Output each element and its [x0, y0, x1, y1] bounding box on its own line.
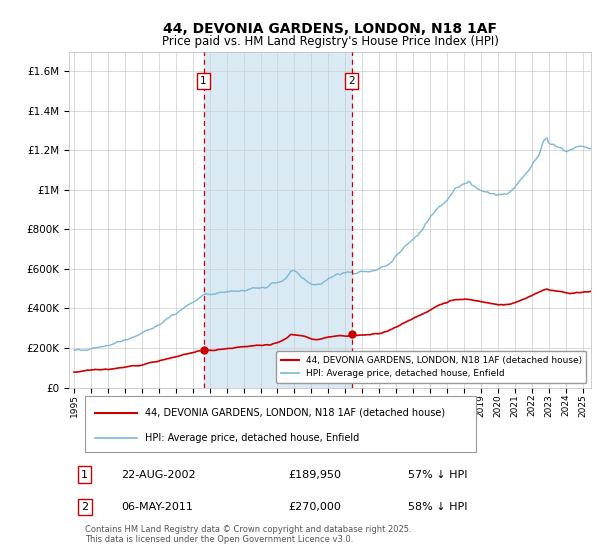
Text: £189,950: £189,950: [288, 470, 341, 479]
Legend: 44, DEVONIA GARDENS, LONDON, N18 1AF (detached house), HPI: Average price, detac: 44, DEVONIA GARDENS, LONDON, N18 1AF (de…: [276, 352, 586, 383]
Text: Price paid vs. HM Land Registry's House Price Index (HPI): Price paid vs. HM Land Registry's House …: [161, 35, 499, 48]
Text: 57% ↓ HPI: 57% ↓ HPI: [409, 470, 468, 479]
Text: 44, DEVONIA GARDENS, LONDON, N18 1AF: 44, DEVONIA GARDENS, LONDON, N18 1AF: [163, 22, 497, 36]
Text: 22-AUG-2002: 22-AUG-2002: [121, 470, 196, 479]
Text: 44, DEVONIA GARDENS, LONDON, N18 1AF (detached house): 44, DEVONIA GARDENS, LONDON, N18 1AF (de…: [145, 408, 445, 418]
Text: £270,000: £270,000: [288, 502, 341, 512]
Text: 1: 1: [81, 470, 88, 479]
Text: 2: 2: [348, 76, 355, 86]
Text: 2: 2: [81, 502, 88, 512]
Text: HPI: Average price, detached house, Enfield: HPI: Average price, detached house, Enfi…: [145, 433, 359, 443]
FancyBboxPatch shape: [85, 395, 476, 452]
Text: 1: 1: [200, 76, 207, 86]
Text: Contains HM Land Registry data © Crown copyright and database right 2025.
This d: Contains HM Land Registry data © Crown c…: [85, 525, 411, 544]
Text: 58% ↓ HPI: 58% ↓ HPI: [409, 502, 468, 512]
Text: 06-MAY-2011: 06-MAY-2011: [121, 502, 193, 512]
Bar: [203, 52, 352, 388]
